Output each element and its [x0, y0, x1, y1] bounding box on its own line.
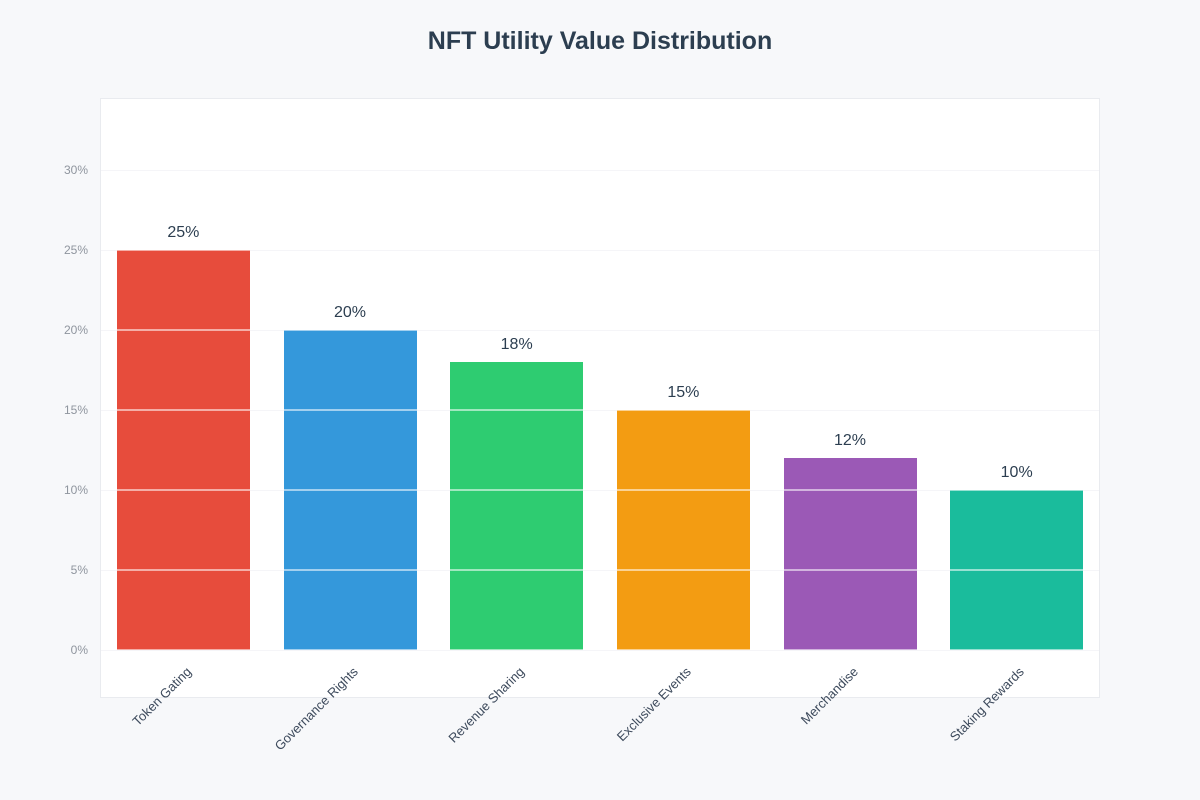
bar-value-label: 20% — [333, 304, 367, 321]
gridline-overlay — [101, 169, 1099, 171]
bar-value-label: 18% — [500, 336, 533, 353]
bar-value-label: 15% — [667, 384, 700, 401]
x-axis-category-label: Governance Rights — [271, 664, 361, 754]
bar — [616, 410, 750, 650]
gridline-overlay — [101, 489, 1099, 491]
x-axis-category-label: Revenue Sharing — [445, 664, 528, 746]
gridline-overlay — [101, 329, 1099, 331]
bar-value-label: 25% — [167, 224, 200, 241]
bar — [783, 458, 917, 650]
bar-value-label: 10% — [1000, 464, 1033, 481]
x-axis-category-label: Token Gating — [129, 664, 194, 729]
y-axis-tick-label: 10% — [63, 483, 88, 497]
gridline-overlay — [101, 649, 1099, 651]
y-axis-tick-label: 25% — [63, 243, 88, 257]
y-axis-tick-label: 0% — [70, 643, 88, 657]
chart-title: NFT Utility Value Distribution — [427, 27, 773, 55]
gridline-overlay — [101, 409, 1099, 411]
bar — [450, 362, 584, 650]
bar-value-label: 12% — [833, 432, 867, 449]
y-axis-tick-label: 5% — [70, 563, 88, 577]
plot-area — [100, 98, 1100, 698]
bar — [116, 250, 250, 650]
x-axis-category-label: Merchandise — [797, 664, 861, 728]
gridline-overlay — [101, 569, 1099, 571]
y-axis-tick-label: 20% — [63, 323, 88, 337]
y-axis-tick-label: 15% — [63, 403, 88, 417]
x-axis-category-label: Exclusive Events — [613, 664, 694, 745]
x-axis-category-label: Staking Rewards — [947, 664, 1028, 745]
y-axis-tick-label: 30% — [63, 163, 88, 177]
gridline-overlay — [101, 249, 1099, 251]
